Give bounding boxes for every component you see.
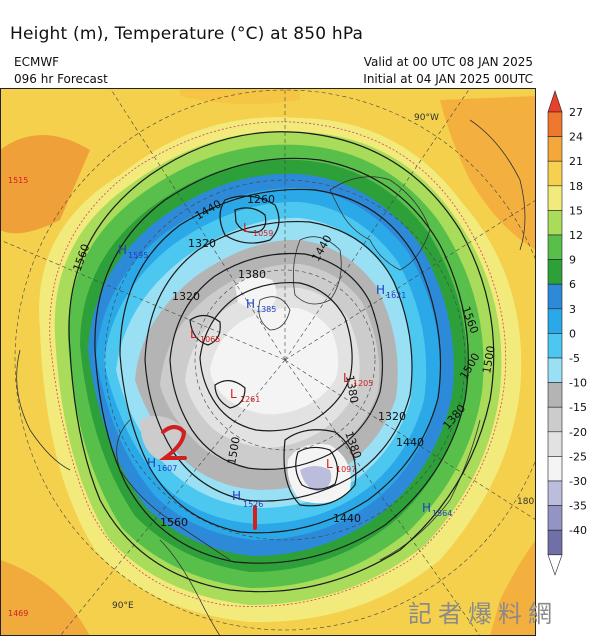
colorbar-swatch — [547, 382, 563, 408]
colorbar-cap-bottom — [547, 554, 563, 576]
low-letter: L — [343, 371, 350, 385]
low-letter: L — [230, 387, 237, 401]
colorbar-swatch — [547, 283, 563, 310]
colorbar-swatch — [547, 406, 563, 433]
high-value: 1607 — [157, 464, 177, 473]
meridian-label: 90°W — [414, 113, 439, 123]
colorbar-label: 27 — [569, 106, 583, 119]
colorbar-swatch — [547, 357, 563, 383]
low-value: 1065 — [200, 335, 220, 344]
colorbar-swatch — [547, 529, 563, 556]
colorbar-label: 3 — [569, 303, 576, 316]
contour-label: 1320 — [188, 237, 216, 250]
meridian-label: 180 — [517, 497, 534, 507]
colorbar-label: -10 — [569, 377, 587, 390]
high-value: 1621 — [386, 291, 406, 300]
high-letter: H — [376, 283, 385, 297]
colorbar-swatch — [547, 160, 563, 187]
colorbar-label: -40 — [569, 524, 587, 537]
low-centers: L 1059 L 1065 L 1261 L 1205 L 1097 — [190, 221, 373, 474]
colorbar-swatch — [547, 456, 563, 482]
low-value: 1097 — [336, 465, 356, 474]
contour-label: 1560 — [160, 516, 188, 529]
contour-label: 1500 — [225, 436, 243, 466]
edge-value: 1469 — [8, 609, 28, 618]
high-value: 1385 — [256, 305, 276, 314]
colorbar-swatch — [547, 505, 563, 531]
colorbar-label: -35 — [569, 500, 587, 513]
colorbar-swatch — [547, 136, 563, 162]
high-letter: H — [147, 456, 156, 470]
high-letter: H — [422, 501, 431, 515]
contour-label: 1380 — [238, 268, 266, 281]
edge-values: 1515 1469 — [8, 176, 28, 618]
colorbar-label: 9 — [569, 254, 576, 267]
high-value: 1595 — [128, 251, 148, 260]
colorbar-swatch — [547, 234, 563, 260]
low-value: 1261 — [240, 395, 260, 404]
colorbar-label: -25 — [569, 450, 587, 463]
valid-time: Valid at 00 UTC 08 JAN 2025 — [363, 55, 533, 69]
contour-label: 1320 — [378, 410, 406, 423]
edge-value: 1515 — [8, 176, 28, 185]
colorbar-label: 12 — [569, 229, 583, 242]
colorbar-label: -20 — [569, 426, 587, 439]
chart-title: Height (m), Temperature (°C) at 850 hPa — [10, 24, 364, 44]
colorbar-swatch — [547, 111, 563, 137]
colorbar-swatch — [547, 259, 563, 285]
colorbar-swatch — [547, 308, 563, 334]
high-centers: H 1595 H 1385 H 1621 H 1607 H 1526 H 156… — [118, 243, 452, 518]
low-value: 1205 — [353, 379, 373, 388]
colorbar-label: 0 — [569, 327, 576, 340]
meridian-labels: 90°W 180 90°E — [112, 113, 534, 611]
colorbar-swatch — [547, 210, 563, 236]
colorbar-label: 21 — [569, 155, 583, 168]
colorbar-label: 15 — [569, 204, 583, 217]
warm-patches — [0, 88, 536, 636]
high-letter: H — [118, 243, 127, 257]
temperature-bands — [39, 117, 522, 623]
low-letter: L — [190, 327, 197, 341]
colorbar: 27 24 21 18 15 12 9 6 3 0 -5 -10 -15 -20 -25 -30 -35 -40 — [547, 90, 587, 576]
polar-map: 1560 1440 1320 1260 1380 1440 1560 1500 … — [0, 88, 536, 636]
pink-contour — [49, 121, 507, 607]
colorbar-label: 18 — [569, 180, 583, 193]
low-letter: L — [326, 457, 333, 471]
contour-label: 1320 — [172, 290, 200, 303]
colorbar-swatch — [547, 480, 563, 506]
colorbar-swatch — [547, 431, 563, 457]
colorbar-label: 24 — [569, 131, 583, 144]
forecast-label: 096 hr Forecast — [14, 72, 108, 86]
colorbar-label: -15 — [569, 401, 587, 414]
colorbar-swatch — [547, 333, 563, 359]
colorbar-cap-top — [547, 90, 563, 113]
contour-label: 1260 — [247, 193, 275, 206]
watermark: 記者爆料網 — [408, 600, 558, 628]
contour-label: 1440 — [333, 512, 361, 525]
contour-label: 1440 — [396, 436, 424, 449]
annotation-marks — [158, 425, 257, 530]
high-letter: H — [232, 489, 241, 503]
initial-time: Initial at 04 JAN 2025 00UTC — [363, 72, 533, 86]
high-value: 1526 — [243, 500, 263, 509]
colorbar-label: -5 — [569, 352, 580, 365]
high-letter: H — [246, 297, 255, 311]
height-contours — [68, 131, 495, 593]
contour-label: 1500 — [480, 345, 498, 375]
colorbar-swatch — [547, 185, 563, 211]
model-label: ECMWF — [14, 55, 60, 69]
high-value: 1564 — [432, 509, 452, 518]
colorbar-label: -30 — [569, 475, 587, 488]
contour-label: 1380 — [343, 374, 361, 404]
low-letter: L — [243, 221, 250, 235]
low-value: 1059 — [253, 229, 273, 238]
colorbar-label: 6 — [569, 278, 576, 291]
meridian-label: 90°E — [112, 601, 134, 611]
